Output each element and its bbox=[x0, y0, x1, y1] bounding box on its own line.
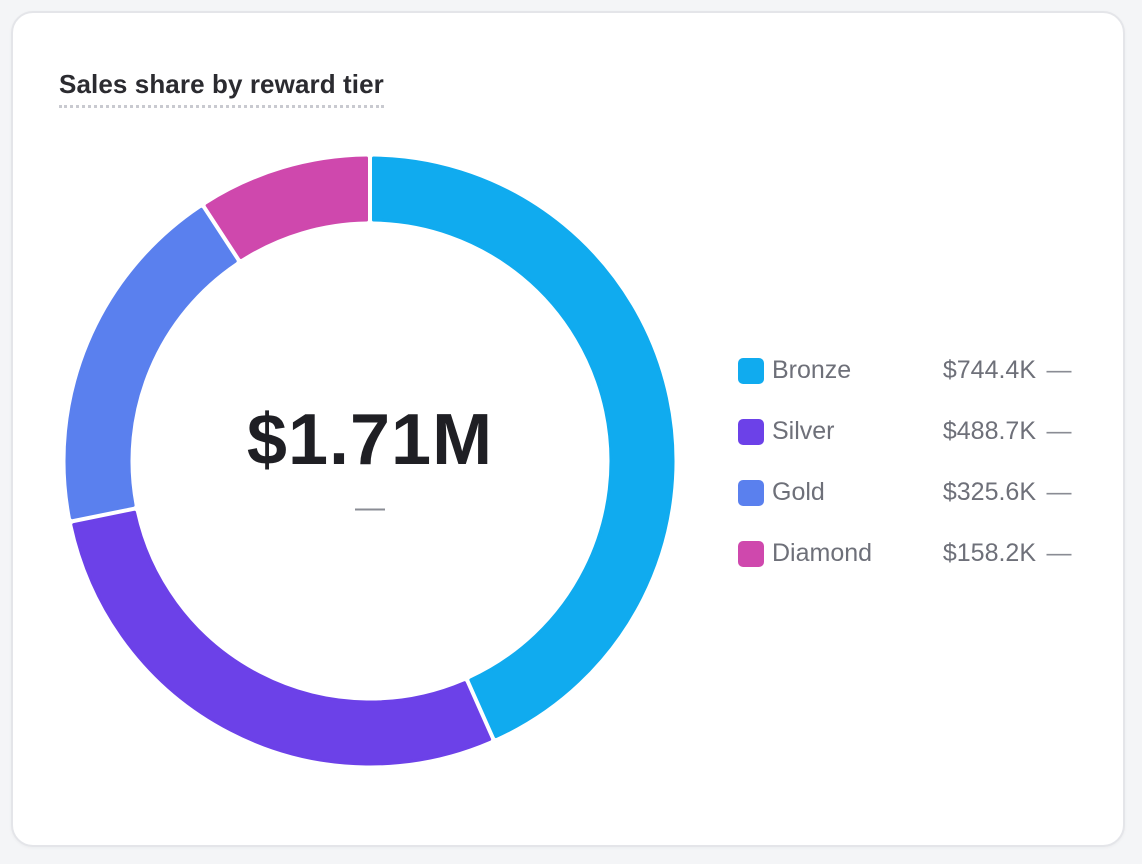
legend-item-diamond[interactable]: Diamond $158.2K — bbox=[736, 523, 1076, 584]
legend-value: $744.4K bbox=[942, 356, 1036, 384]
legend-item-bronze[interactable]: Bronze $744.4K — bbox=[736, 340, 1076, 401]
legend-label: Diamond bbox=[772, 539, 873, 567]
legend-swatch bbox=[738, 480, 764, 506]
legend-value: $325.6K bbox=[942, 478, 1036, 506]
legend-label: Gold bbox=[772, 478, 825, 506]
legend-item-silver[interactable]: Silver $488.7K — bbox=[736, 401, 1076, 462]
donut-slice-silver[interactable] bbox=[72, 510, 492, 766]
legend-value: $488.7K bbox=[942, 417, 1036, 445]
total-value: $1.71M bbox=[246, 400, 494, 480]
donut-slice-gold[interactable] bbox=[65, 207, 237, 520]
legend-item-gold[interactable]: Gold $325.6K — bbox=[736, 462, 1076, 523]
legend-swatch bbox=[738, 358, 764, 384]
legend-delta: — bbox=[1046, 539, 1072, 567]
legend-delta: — bbox=[1046, 478, 1072, 506]
total-delta: — bbox=[355, 491, 385, 524]
legend-delta: — bbox=[1046, 356, 1072, 384]
chart-title[interactable]: Sales share by reward tier bbox=[59, 69, 384, 108]
legend: Bronze $744.4K — Silver $488.7K — Gold $… bbox=[736, 340, 1076, 584]
legend-value: $158.2K bbox=[942, 539, 1036, 567]
legend-label: Silver bbox=[772, 417, 835, 445]
legend-swatch bbox=[738, 541, 764, 567]
legend-delta: — bbox=[1046, 417, 1072, 445]
donut-slice-bronze[interactable] bbox=[372, 156, 675, 739]
donut-slice-diamond[interactable] bbox=[205, 156, 368, 259]
legend-label: Bronze bbox=[772, 356, 852, 384]
legend-swatch bbox=[738, 419, 764, 445]
